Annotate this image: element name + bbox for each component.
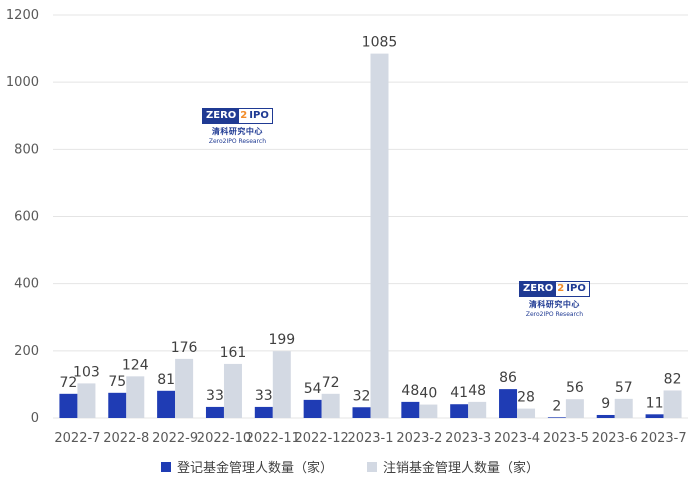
data-label-cancelled: 199 (268, 332, 295, 348)
bar-cancelled (517, 408, 536, 418)
bar-cancelled (663, 390, 682, 418)
y-tick-label: 800 (14, 142, 39, 157)
bars (59, 53, 682, 418)
data-label-cancelled: 124 (122, 357, 149, 373)
legend-item-registered: 登记基金管理人数量（家） (160, 457, 333, 476)
zero2ipo-logo-icon: ZERO 2 IPO (519, 281, 590, 297)
x-tick-label: 2022-7 (54, 431, 100, 446)
y-tick-label: 1200 (6, 8, 39, 23)
watermark-logo-2: ZERO 2 IPO 清科研究中心 Zero2IPO Research (519, 276, 590, 318)
x-tick-label: 2022-8 (103, 431, 149, 446)
data-label-registered: 48 (401, 383, 419, 399)
x-tick-label: 2022-11 (246, 431, 300, 446)
x-tick-label: 2023-4 (494, 431, 540, 446)
bar-cancelled (614, 398, 633, 418)
bar-registered (401, 401, 420, 418)
data-label-cancelled: 82 (664, 371, 682, 387)
watermark-logo-1: ZERO 2 IPO 清科研究中心 Zero2IPO Research (202, 103, 273, 145)
data-label-cancelled: 103 (73, 364, 100, 380)
y-axis: 0 200 400 600 800 1000 1200 (6, 8, 39, 426)
y-tick-label: 200 (14, 344, 39, 359)
zero2ipo-logo-icon: ZERO 2 IPO (202, 108, 273, 124)
x-tick-label: 2022-9 (152, 431, 198, 446)
legend-label-registered: 登记基金管理人数量（家） (176, 461, 333, 476)
bar-cancelled (77, 383, 96, 418)
data-label-cancelled: 40 (419, 386, 437, 402)
legend-swatch-cancelled (367, 461, 377, 472)
data-label-registered: 81 (157, 372, 175, 388)
data-label-cancelled: 72 (322, 375, 340, 391)
data-label-cancelled: 176 (171, 340, 198, 356)
x-tick-label: 2023-1 (347, 431, 393, 446)
data-label-registered: 54 (304, 381, 322, 397)
x-tick-label: 2023-6 (592, 431, 638, 446)
y-tick-label: 400 (14, 277, 39, 292)
legend-label-cancelled: 注销基金管理人数量（家） (383, 461, 540, 476)
data-label-registered: 33 (206, 388, 224, 404)
bar-registered (254, 406, 273, 418)
x-tick-label: 2023-3 (445, 431, 491, 446)
bar-cancelled (468, 401, 487, 418)
data-label-cancelled: 56 (566, 380, 584, 396)
bar-cancelled (272, 351, 291, 418)
bar-registered (303, 399, 322, 418)
data-label-registered: 33 (255, 388, 273, 404)
bar-cancelled (223, 363, 242, 418)
data-label-registered: 72 (60, 375, 78, 391)
bar-cancelled (565, 399, 584, 418)
x-tick-label: 2022-12 (294, 431, 348, 446)
y-tick-label: 600 (14, 210, 39, 225)
legend-swatch-registered (160, 461, 171, 472)
y-tick-label: 0 (31, 411, 39, 426)
bar-cancelled (126, 376, 145, 418)
data-label-registered: 11 (646, 395, 664, 411)
bar-registered (645, 414, 664, 418)
bar-registered (108, 392, 127, 418)
x-tick-label: 2023-2 (396, 431, 442, 446)
data-label-registered: 9 (601, 396, 610, 412)
data-label-cancelled: 28 (517, 390, 535, 406)
x-tick-label: 2023-7 (641, 431, 687, 446)
data-label-registered: 75 (108, 374, 126, 390)
bar-registered (157, 390, 176, 418)
bar-registered (352, 407, 371, 418)
data-label-cancelled: 1085 (362, 35, 398, 51)
bar-registered (547, 417, 566, 418)
data-label-registered: 32 (353, 388, 371, 404)
bar-cancelled (370, 53, 389, 418)
data-label-cancelled: 48 (468, 383, 486, 399)
x-tick-label: 2022-10 (197, 431, 251, 446)
data-label-cancelled: 161 (220, 345, 247, 361)
data-label-registered: 2 (552, 398, 561, 414)
x-tick-label: 2023-5 (543, 431, 589, 446)
bar-registered (205, 406, 224, 418)
data-label-cancelled: 57 (615, 380, 633, 396)
bar-registered (450, 404, 469, 418)
x-axis: 2022-7 2022-8 2022-92022-102022-112022-122… (54, 431, 686, 446)
y-tick-label: 1000 (6, 75, 39, 90)
bar-cancelled (175, 358, 194, 418)
bar-registered (499, 389, 518, 418)
data-label-registered: 41 (450, 385, 468, 401)
legend-item-cancelled: 注销基金管理人数量（家） (367, 457, 539, 476)
bar-cancelled (321, 393, 340, 418)
bar-cancelled (419, 404, 438, 418)
data-label-registered: 86 (499, 370, 517, 386)
bar-registered (59, 393, 78, 418)
bar-registered (596, 414, 615, 418)
legend: 登记基金管理人数量（家） 注销基金管理人数量（家） (0, 457, 700, 476)
